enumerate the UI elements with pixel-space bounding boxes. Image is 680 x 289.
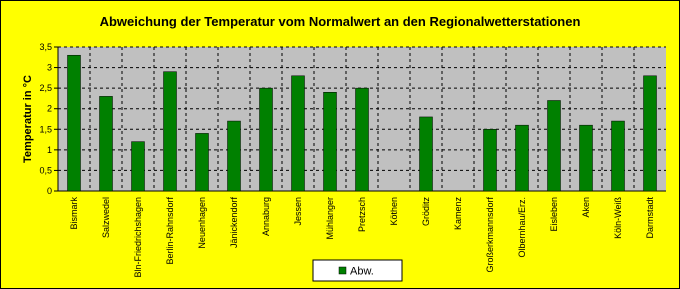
x-tick-label: Bismark — [69, 197, 79, 230]
bar — [579, 124, 593, 192]
bar — [355, 87, 369, 192]
x-tick-label: Bln-Friedrichshagen — [133, 197, 143, 278]
x-tick-label: Köln-Weiß — [613, 197, 623, 239]
x-tick-label: Großerkmannsdorf — [485, 197, 495, 273]
x-tick-label: Jänickendorf — [229, 197, 239, 249]
bar — [547, 100, 561, 192]
y-tick-label: 2 — [47, 104, 52, 114]
bar — [227, 120, 241, 192]
bar — [323, 92, 337, 192]
y-axis-label: Temperatur in °C — [22, 75, 34, 163]
x-tick-label: Jessen — [293, 197, 303, 226]
bar — [195, 133, 209, 192]
bar — [643, 75, 657, 192]
bar — [419, 116, 433, 192]
x-tick-label: Annaburg — [261, 197, 271, 236]
y-tick-label: 0 — [47, 186, 52, 196]
x-tick-label: Köthen — [389, 197, 399, 226]
bar — [483, 129, 497, 192]
x-tick-label: Darmstadt — [645, 197, 655, 239]
x-tick-label: Pretzsch — [357, 197, 367, 232]
legend-label: Abw. — [350, 266, 374, 278]
y-tick-label: 1 — [47, 145, 52, 155]
x-tick-label: Neuenhagen — [197, 197, 207, 249]
bar — [99, 96, 113, 192]
x-tick-label: Olbernhau/Erz. — [517, 197, 527, 258]
bar — [163, 71, 177, 192]
bar — [291, 75, 305, 192]
x-tick-label: Kamenz — [453, 197, 463, 231]
bar — [259, 87, 273, 192]
bar — [611, 120, 625, 192]
x-tick-label: Gröditz — [421, 197, 431, 227]
bar — [67, 54, 81, 192]
x-tick-label: Salzwedel — [101, 197, 111, 238]
y-tick-label: 1,5 — [39, 124, 52, 134]
bar — [515, 124, 529, 192]
x-tick-label: Eisleben — [549, 197, 559, 232]
x-tick-label: Aken — [581, 197, 591, 218]
chart-title: Abweichung der Temperatur vom Normalwert… — [100, 14, 581, 29]
y-tick-label: 3 — [47, 63, 52, 73]
legend-box — [312, 259, 403, 282]
y-tick-label: 3,5 — [39, 42, 52, 52]
legend-swatch — [338, 266, 347, 275]
bar — [131, 141, 145, 192]
x-tick-label: Mühlanger — [325, 197, 335, 240]
y-tick-label: 0,5 — [39, 165, 52, 175]
x-tick-label: Berlin-Rahnsdorf — [165, 197, 175, 265]
y-tick-label: 2,5 — [39, 83, 52, 93]
